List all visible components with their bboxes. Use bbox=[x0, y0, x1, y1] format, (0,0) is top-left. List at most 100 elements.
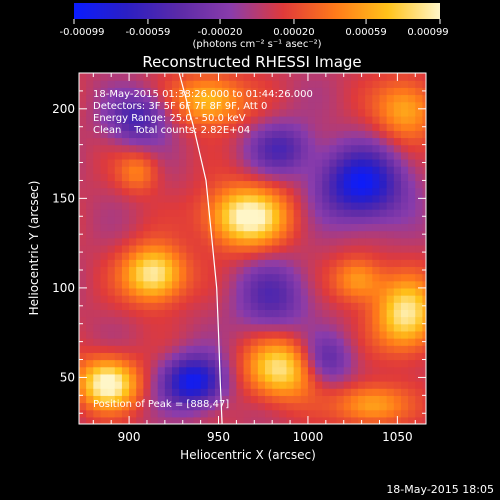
heatmap-cell bbox=[315, 287, 323, 296]
heatmap-cell bbox=[214, 395, 223, 404]
heatmap-cell bbox=[293, 201, 302, 210]
heatmap-cell bbox=[179, 309, 187, 318]
heatmap-cell bbox=[157, 166, 166, 174]
heatmap-cell bbox=[358, 359, 366, 368]
heatmap-cell bbox=[315, 338, 323, 346]
heatmap-cell bbox=[222, 94, 230, 103]
heatmap-cell bbox=[150, 209, 159, 217]
heatmap-cell bbox=[114, 395, 123, 404]
heatmap-cell bbox=[157, 201, 166, 210]
heatmap-cell bbox=[236, 352, 245, 361]
heatmap-cell bbox=[422, 80, 426, 88]
heatmap-cell bbox=[129, 158, 137, 167]
heatmap-cell bbox=[222, 280, 230, 289]
heatmap-cell bbox=[250, 259, 259, 267]
heatmap-cell bbox=[143, 330, 152, 339]
heatmap-cell bbox=[329, 130, 338, 139]
heatmap-cell bbox=[150, 201, 159, 210]
heatmap-cell bbox=[400, 223, 409, 232]
heatmap-cell bbox=[79, 94, 87, 103]
heatmap-cell bbox=[179, 237, 187, 246]
heatmap-cell bbox=[286, 115, 295, 124]
heatmap-cell bbox=[107, 230, 116, 239]
heatmap-cell bbox=[143, 166, 152, 174]
heatmap-cell bbox=[200, 223, 209, 232]
heatmap-cell bbox=[343, 323, 352, 332]
heatmap-cell bbox=[143, 295, 152, 303]
heatmap-cell bbox=[343, 87, 352, 96]
heatmap-cell bbox=[286, 244, 295, 253]
heatmap-cell bbox=[136, 338, 144, 346]
heatmap-cell bbox=[372, 330, 381, 339]
heatmap-cell bbox=[100, 201, 109, 210]
heatmap-cell bbox=[200, 244, 209, 253]
heatmap-cell bbox=[372, 352, 381, 361]
heatmap-cell bbox=[365, 323, 373, 332]
heatmap-cell bbox=[186, 237, 195, 246]
heatmap-cell bbox=[214, 194, 223, 203]
heatmap-cell bbox=[200, 373, 209, 382]
heatmap-cell bbox=[86, 316, 94, 325]
heatmap-cell bbox=[293, 94, 302, 103]
heatmap-cell bbox=[193, 287, 202, 296]
heatmap-cell bbox=[422, 388, 426, 396]
heatmap-cell bbox=[307, 130, 316, 139]
heatmap-cell bbox=[336, 115, 345, 124]
chart-title: Reconstructed RHESSI Image bbox=[142, 53, 361, 71]
heatmap-cell bbox=[307, 173, 316, 182]
heatmap-cell bbox=[121, 316, 130, 325]
heatmap-cell bbox=[200, 395, 209, 404]
heatmap-cell bbox=[172, 201, 180, 210]
heatmap-cell bbox=[279, 230, 288, 239]
heatmap-cell bbox=[157, 323, 166, 332]
heatmap-cell bbox=[179, 209, 187, 217]
heatmap-cell bbox=[214, 230, 223, 239]
heatmap-cell bbox=[222, 187, 230, 196]
heatmap-cell bbox=[408, 388, 416, 396]
heatmap-cell bbox=[358, 402, 366, 411]
heatmap-cell bbox=[164, 359, 173, 368]
heatmap-cell bbox=[86, 352, 94, 361]
heatmap-cell bbox=[100, 395, 109, 404]
heatmap-cell bbox=[136, 108, 144, 117]
heatmap-cell bbox=[393, 409, 402, 418]
heatmap-cell bbox=[315, 416, 323, 424]
heatmap-cell bbox=[236, 402, 245, 411]
heatmap-cell bbox=[415, 123, 424, 131]
heatmap-cell bbox=[107, 101, 116, 110]
heatmap-cell bbox=[250, 187, 259, 196]
heatmap-cell bbox=[150, 287, 159, 296]
solar-limb-curve bbox=[178, 73, 223, 424]
heatmap-cell bbox=[279, 166, 288, 174]
heatmap-cell bbox=[358, 309, 366, 318]
heatmap-cell bbox=[379, 216, 388, 225]
heatmap-cell bbox=[157, 402, 166, 411]
heatmap-cell bbox=[400, 252, 409, 260]
heatmap-cell bbox=[193, 323, 202, 332]
heatmap-cell bbox=[79, 345, 87, 353]
heatmap-cell bbox=[236, 137, 245, 146]
heatmap-cell bbox=[150, 373, 159, 382]
heatmap-cell bbox=[358, 352, 366, 361]
heatmap-cell bbox=[336, 123, 345, 131]
heatmap-cell bbox=[164, 287, 173, 296]
heatmap-cell bbox=[222, 123, 230, 131]
heatmap-cell bbox=[214, 316, 223, 325]
heatmap-cell bbox=[136, 216, 144, 225]
heatmap-cell bbox=[93, 381, 102, 389]
heatmap-cell bbox=[315, 101, 323, 110]
heatmap-cell bbox=[322, 366, 331, 375]
heatmap-cell bbox=[415, 309, 424, 318]
heatmap-cell bbox=[121, 87, 130, 96]
heatmap-cell bbox=[329, 395, 338, 404]
heatmap-cell bbox=[200, 330, 209, 339]
heatmap-cell bbox=[150, 230, 159, 239]
heatmap-cell bbox=[386, 130, 395, 139]
heatmap-cell bbox=[121, 216, 130, 225]
heatmap-cell bbox=[136, 381, 144, 389]
heatmap-cell bbox=[408, 345, 416, 353]
heatmap-cell bbox=[365, 359, 373, 368]
heatmap-cell bbox=[265, 230, 273, 239]
heatmap-cell bbox=[214, 94, 223, 103]
heatmap-cell bbox=[300, 209, 309, 217]
